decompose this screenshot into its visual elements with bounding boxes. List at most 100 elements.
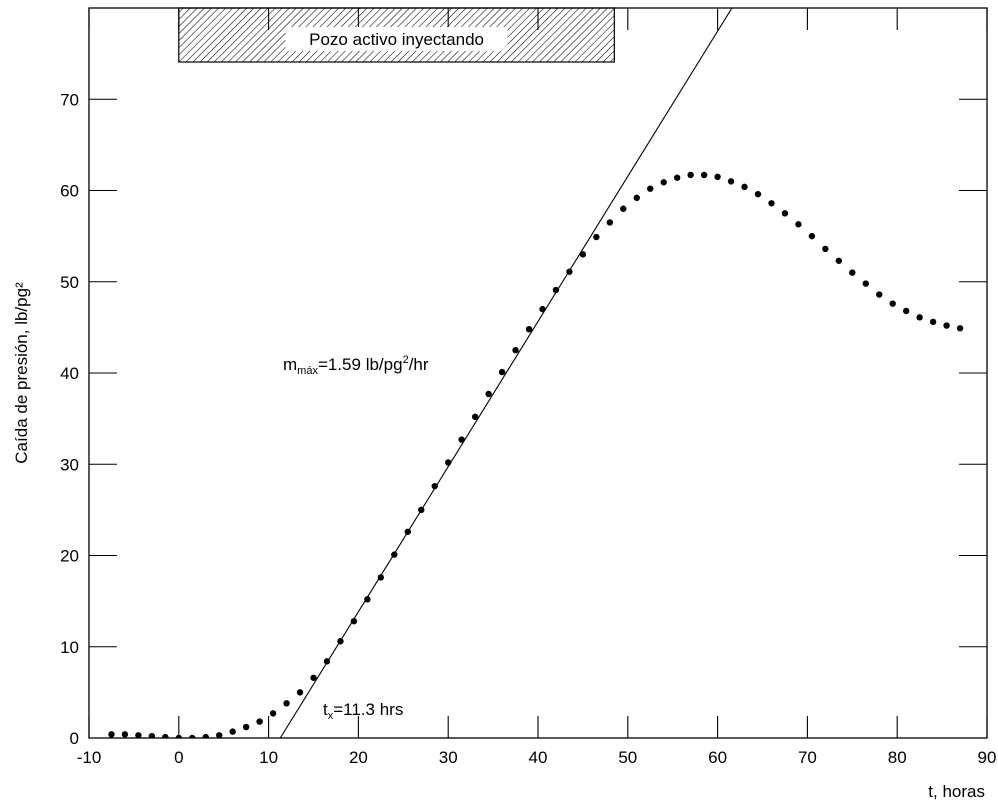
data-point	[539, 305, 546, 313]
data-point	[835, 257, 843, 264]
y-tick-label: 20	[60, 547, 79, 566]
data-point	[418, 506, 425, 514]
x-axis-label: t, horas	[928, 782, 985, 801]
data-point	[943, 322, 950, 329]
x-tick-label: 10	[259, 748, 278, 767]
y-tick-label: 60	[60, 182, 79, 201]
x-tick-label: 70	[798, 748, 817, 767]
data-point	[108, 731, 115, 738]
y-tick-label: 40	[60, 364, 79, 383]
data-point	[148, 732, 156, 738]
data-point	[647, 185, 654, 192]
plot-frame	[88, 7, 988, 739]
data-point	[660, 179, 667, 186]
x-axis-ticks: -10 0 10 20 30 40 50 60 70 80 90	[77, 8, 997, 767]
data-point	[512, 346, 519, 354]
data-point	[714, 173, 721, 181]
intercept-subscript: x	[328, 710, 334, 722]
data-point	[525, 326, 533, 333]
data-point	[593, 233, 600, 241]
data-point	[175, 734, 182, 738]
data-point	[700, 171, 708, 179]
intercept-symbol: t	[323, 700, 328, 719]
slope-unit: /hr	[409, 355, 429, 374]
data-point	[741, 183, 748, 191]
data-point	[929, 318, 937, 326]
data-point	[552, 286, 560, 294]
data-point	[566, 268, 573, 275]
max-slope-annotation: mmáx=1.59 lb/pg2/hr	[283, 354, 429, 377]
data-point	[377, 574, 385, 581]
data-point	[202, 733, 209, 738]
slope-subscript: máx	[297, 365, 318, 377]
x-tick-label: 90	[978, 748, 997, 767]
injection-period-label: Pozo activo inyectando	[309, 30, 484, 49]
data-point	[876, 291, 883, 298]
data-point	[323, 658, 331, 665]
data-point	[485, 390, 492, 398]
y-tick-label: 10	[60, 638, 79, 657]
data-point	[606, 219, 614, 226]
y-axis-ticks: 0 10 20 30 40 50 60 70	[60, 90, 987, 748]
data-point	[121, 731, 129, 738]
data-point	[162, 733, 169, 738]
data-point	[364, 596, 371, 603]
data-point	[754, 190, 762, 198]
data-point	[673, 174, 681, 181]
data-point	[902, 307, 910, 315]
data-point	[808, 232, 816, 240]
data-point	[795, 221, 802, 228]
data-point	[633, 194, 640, 201]
data-point	[445, 459, 452, 466]
data-point	[135, 732, 142, 738]
data-point	[498, 368, 506, 376]
data-point	[256, 718, 263, 725]
x-tick-label: 20	[349, 748, 368, 767]
x-tick-label: 40	[529, 748, 548, 767]
pressure-drop-data-points	[108, 171, 964, 738]
slope-value: =1.59 lb/pg	[318, 355, 403, 374]
data-point	[579, 251, 587, 258]
y-tick-label: 70	[60, 90, 79, 109]
injection-period-box: Pozo activo inyectando	[178, 7, 615, 63]
slope-superscript: 2	[403, 354, 409, 366]
data-point	[431, 482, 438, 490]
intercept-annotation: tx=11.3 hrs	[323, 700, 403, 722]
x-tick-label: -10	[77, 748, 102, 767]
data-point	[337, 638, 344, 645]
x-tick-label: 0	[174, 748, 183, 767]
y-tick-label: 0	[70, 729, 79, 748]
data-point	[862, 280, 869, 287]
y-axis-label: Caída de presión, lb/pg²	[12, 282, 31, 464]
data-point	[916, 314, 923, 321]
data-point	[269, 710, 277, 717]
data-point	[620, 205, 627, 212]
data-point	[229, 728, 236, 735]
data-point	[849, 269, 856, 276]
data-point	[242, 723, 250, 731]
data-point	[727, 178, 735, 185]
data-point	[189, 734, 196, 738]
data-point	[687, 171, 694, 179]
intercept-value: =11.3 hrs	[333, 700, 403, 719]
data-point	[471, 413, 479, 420]
data-point	[404, 528, 411, 535]
data-point	[310, 674, 317, 681]
data-point	[296, 689, 304, 696]
y-tick-label: 30	[60, 455, 79, 474]
y-tick-label: 50	[60, 273, 79, 292]
max-slope-trend-line	[279, 8, 733, 738]
data-point	[283, 700, 290, 707]
x-tick-label: 60	[708, 748, 727, 767]
slope-symbol: m	[283, 355, 297, 374]
data-point	[781, 210, 789, 217]
data-point	[822, 245, 829, 253]
data-point	[956, 325, 964, 332]
x-tick-label: 80	[888, 748, 907, 767]
x-tick-label: 50	[618, 748, 637, 767]
data-point	[768, 200, 775, 207]
data-point	[889, 300, 896, 307]
data-point	[391, 551, 398, 558]
data-point	[350, 618, 358, 625]
